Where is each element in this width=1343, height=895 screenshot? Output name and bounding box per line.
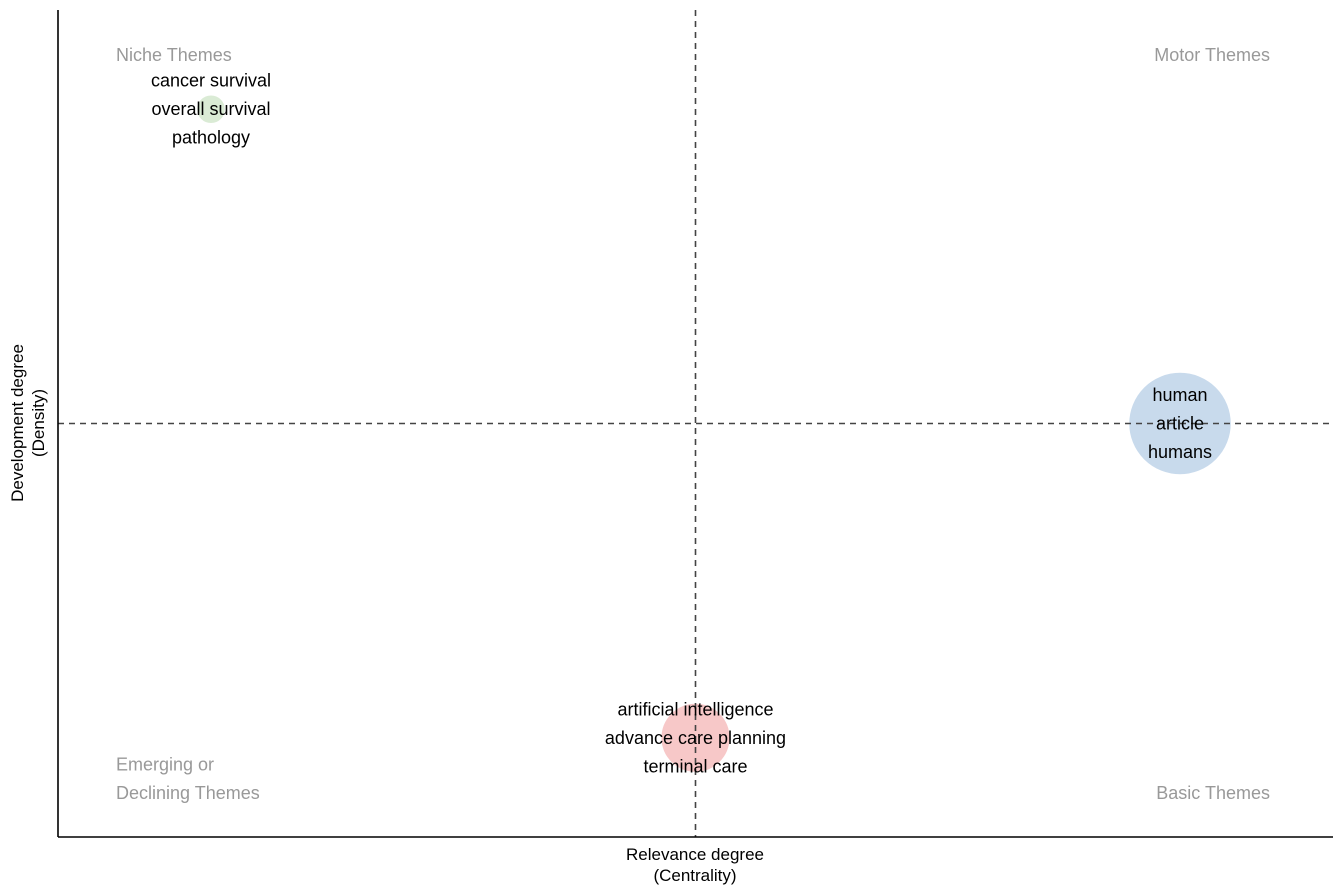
x-axis-subtitle: (Centrality) — [653, 866, 736, 885]
quadrant-label-top-left: Niche Themes — [116, 45, 232, 65]
x-axis-title: Relevance degree — [626, 845, 764, 864]
cluster-label: article — [1156, 414, 1204, 434]
axes — [57, 10, 1333, 838]
cluster-label: terminal care — [643, 756, 747, 776]
cluster-bubbles — [197, 95, 1231, 772]
y-axis-subtitle: (Density) — [29, 389, 48, 457]
quadrant-label-bottom-left: Emerging or — [116, 755, 214, 775]
quadrant-label-bottom-right: Basic Themes — [1156, 783, 1270, 803]
y-axis-title: Development degree — [8, 344, 27, 502]
cluster-bubble-1 — [197, 95, 225, 124]
cluster-label: humans — [1148, 442, 1212, 462]
quadrant-labels: Niche Themes Motor Themes Emerging or Decli… — [116, 45, 1270, 803]
quadrant-label-top-right: Motor Themes — [1154, 45, 1270, 65]
cluster-label: overall survival — [151, 99, 270, 119]
cluster-label: human — [1152, 385, 1207, 405]
cluster-label: advance care planning — [605, 728, 786, 748]
cluster-label: cancer survival — [151, 71, 271, 91]
cluster-label: pathology — [172, 128, 250, 148]
cluster-label: artificial intelligence — [617, 699, 773, 719]
reference-lines — [58, 10, 1333, 837]
cluster-labels: cancer survival overall survival pathology… — [151, 71, 1212, 777]
quadrant-label-bottom-left: Declining Themes — [116, 783, 260, 803]
